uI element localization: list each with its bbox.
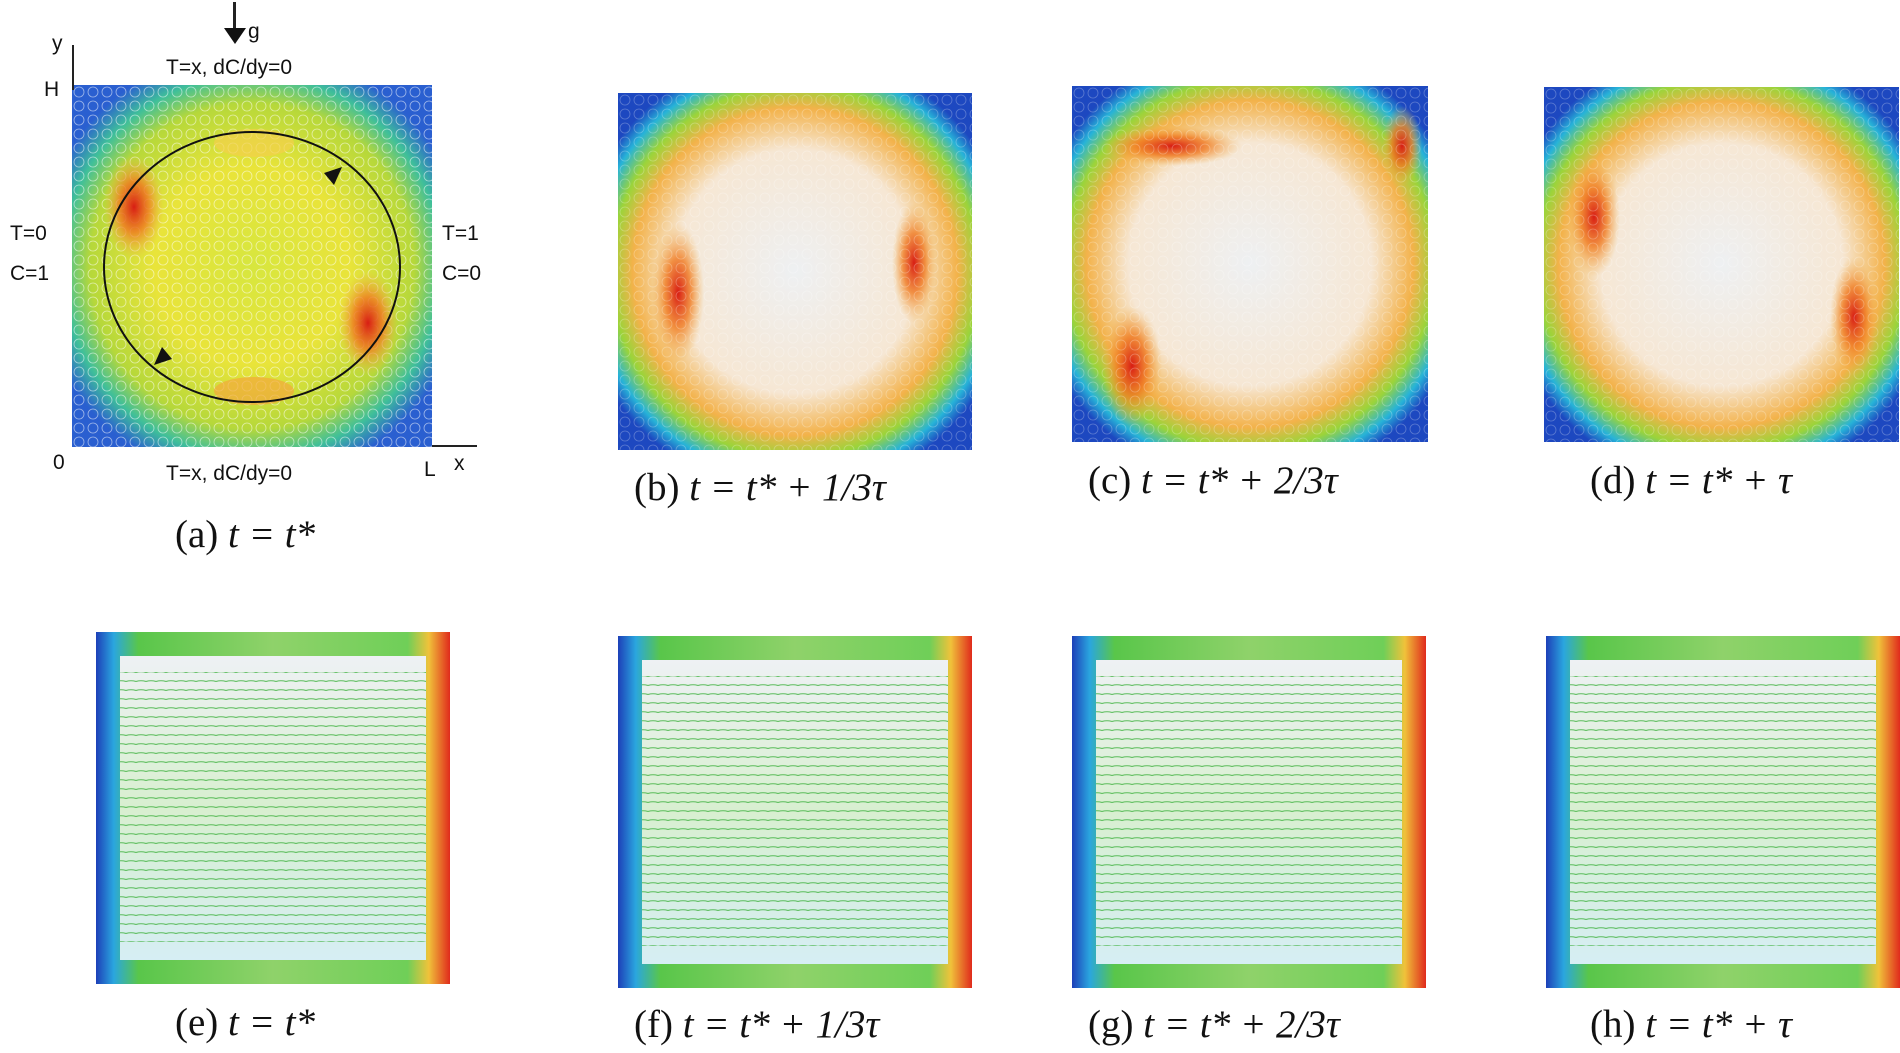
- axis-l-label: L: [424, 458, 436, 481]
- left-bc-concentration: C=1: [10, 262, 50, 285]
- bottom-boundary-condition: T=x, dC/dy=0: [166, 462, 293, 485]
- panel-h-contours: [1570, 676, 1876, 946]
- caption-g: (g) t = t* + 2/3τ: [1088, 1002, 1340, 1047]
- caption-h-expr: t = t* + τ: [1645, 1003, 1792, 1046]
- caption-h: (h) t = t* + τ: [1590, 1002, 1792, 1047]
- panel-h-svg: [1546, 636, 1900, 988]
- panel-a-warm-bottom: [214, 377, 294, 405]
- caption-e-expr: t = t*: [228, 1001, 316, 1044]
- caption-h-label: (h): [1590, 1003, 1636, 1046]
- axis-x-label: x: [454, 452, 465, 475]
- caption-f-label: (f): [634, 1003, 673, 1046]
- gravity-arrow-shaft: [233, 2, 236, 32]
- axis-y-label: y: [52, 32, 63, 55]
- panel-a-svg: [72, 85, 432, 447]
- panel-c-contours: [1072, 86, 1428, 442]
- caption-c-expr: t = t* + 2/3τ: [1141, 459, 1338, 502]
- axis-h-label: H: [44, 78, 60, 101]
- panel-a-arrowhead-lower: [154, 347, 172, 365]
- caption-a-label: (a): [175, 513, 219, 556]
- caption-d: (d) t = t* + τ: [1590, 458, 1792, 503]
- panel-a-hot-spot-left: [104, 155, 164, 259]
- caption-c-label: (c): [1088, 459, 1132, 502]
- panel-b-svg: [618, 93, 972, 450]
- right-bc-concentration: C=0: [442, 262, 482, 285]
- gravity-arrow-icon: [224, 28, 246, 44]
- caption-a-expr: t = t*: [228, 513, 316, 556]
- caption-b-expr: t = t* + 1/3τ: [689, 466, 886, 509]
- panel-a-arrowhead-upper: [324, 167, 342, 185]
- origin-label: 0: [53, 451, 65, 474]
- panel-a-circulation-loop: [103, 131, 401, 403]
- caption-b-label: (b): [634, 466, 680, 509]
- panel-h-contour-plot: [1546, 636, 1900, 988]
- gravity-label: g: [248, 20, 260, 43]
- panel-f-contour-plot: [618, 636, 972, 988]
- panel-e-contours: [120, 672, 426, 942]
- panel-g-contour-plot: [1072, 636, 1426, 988]
- panel-f-contours: [642, 676, 948, 946]
- caption-e-label: (e): [175, 1001, 219, 1044]
- panel-a-x-axis: [432, 445, 477, 447]
- caption-f: (f) t = t* + 1/3τ: [634, 1002, 879, 1047]
- caption-d-label: (d): [1590, 459, 1636, 502]
- caption-c: (c) t = t* + 2/3τ: [1088, 458, 1338, 503]
- panel-a-hot-spot-right: [338, 271, 398, 375]
- panel-a-y-axis: [72, 45, 74, 90]
- caption-b: (b) t = t* + 1/3τ: [634, 465, 886, 510]
- caption-f-expr: t = t* + 1/3τ: [682, 1003, 880, 1046]
- panel-g-contours: [1096, 676, 1402, 946]
- caption-g-label: (g): [1088, 1003, 1134, 1046]
- panel-e-svg: [96, 632, 450, 984]
- caption-d-expr: t = t* + τ: [1645, 459, 1792, 502]
- panel-c-contour-plot: [1072, 86, 1428, 442]
- caption-e: (e) t = t*: [175, 1000, 315, 1045]
- panel-a-streamline-plot: [72, 85, 432, 447]
- panel-b-contours: [618, 93, 972, 450]
- panel-e-contour-plot: [96, 632, 450, 984]
- panel-b-contour-plot: [618, 93, 972, 450]
- panel-f-svg: [618, 636, 972, 988]
- panel-d-contour-plot: [1544, 87, 1899, 442]
- right-bc-temperature: T=1: [442, 222, 479, 245]
- panel-d-svg: [1544, 87, 1899, 442]
- caption-g-expr: t = t* + 2/3τ: [1143, 1003, 1340, 1046]
- caption-a: (a) t = t*: [175, 512, 315, 557]
- panel-d-contours: [1544, 87, 1899, 442]
- left-bc-temperature: T=0: [10, 222, 47, 245]
- top-boundary-condition: T=x, dC/dy=0: [166, 56, 293, 79]
- panel-a-warm-top: [214, 129, 294, 157]
- panel-g-svg: [1072, 636, 1426, 988]
- panel-c-svg: [1072, 86, 1428, 442]
